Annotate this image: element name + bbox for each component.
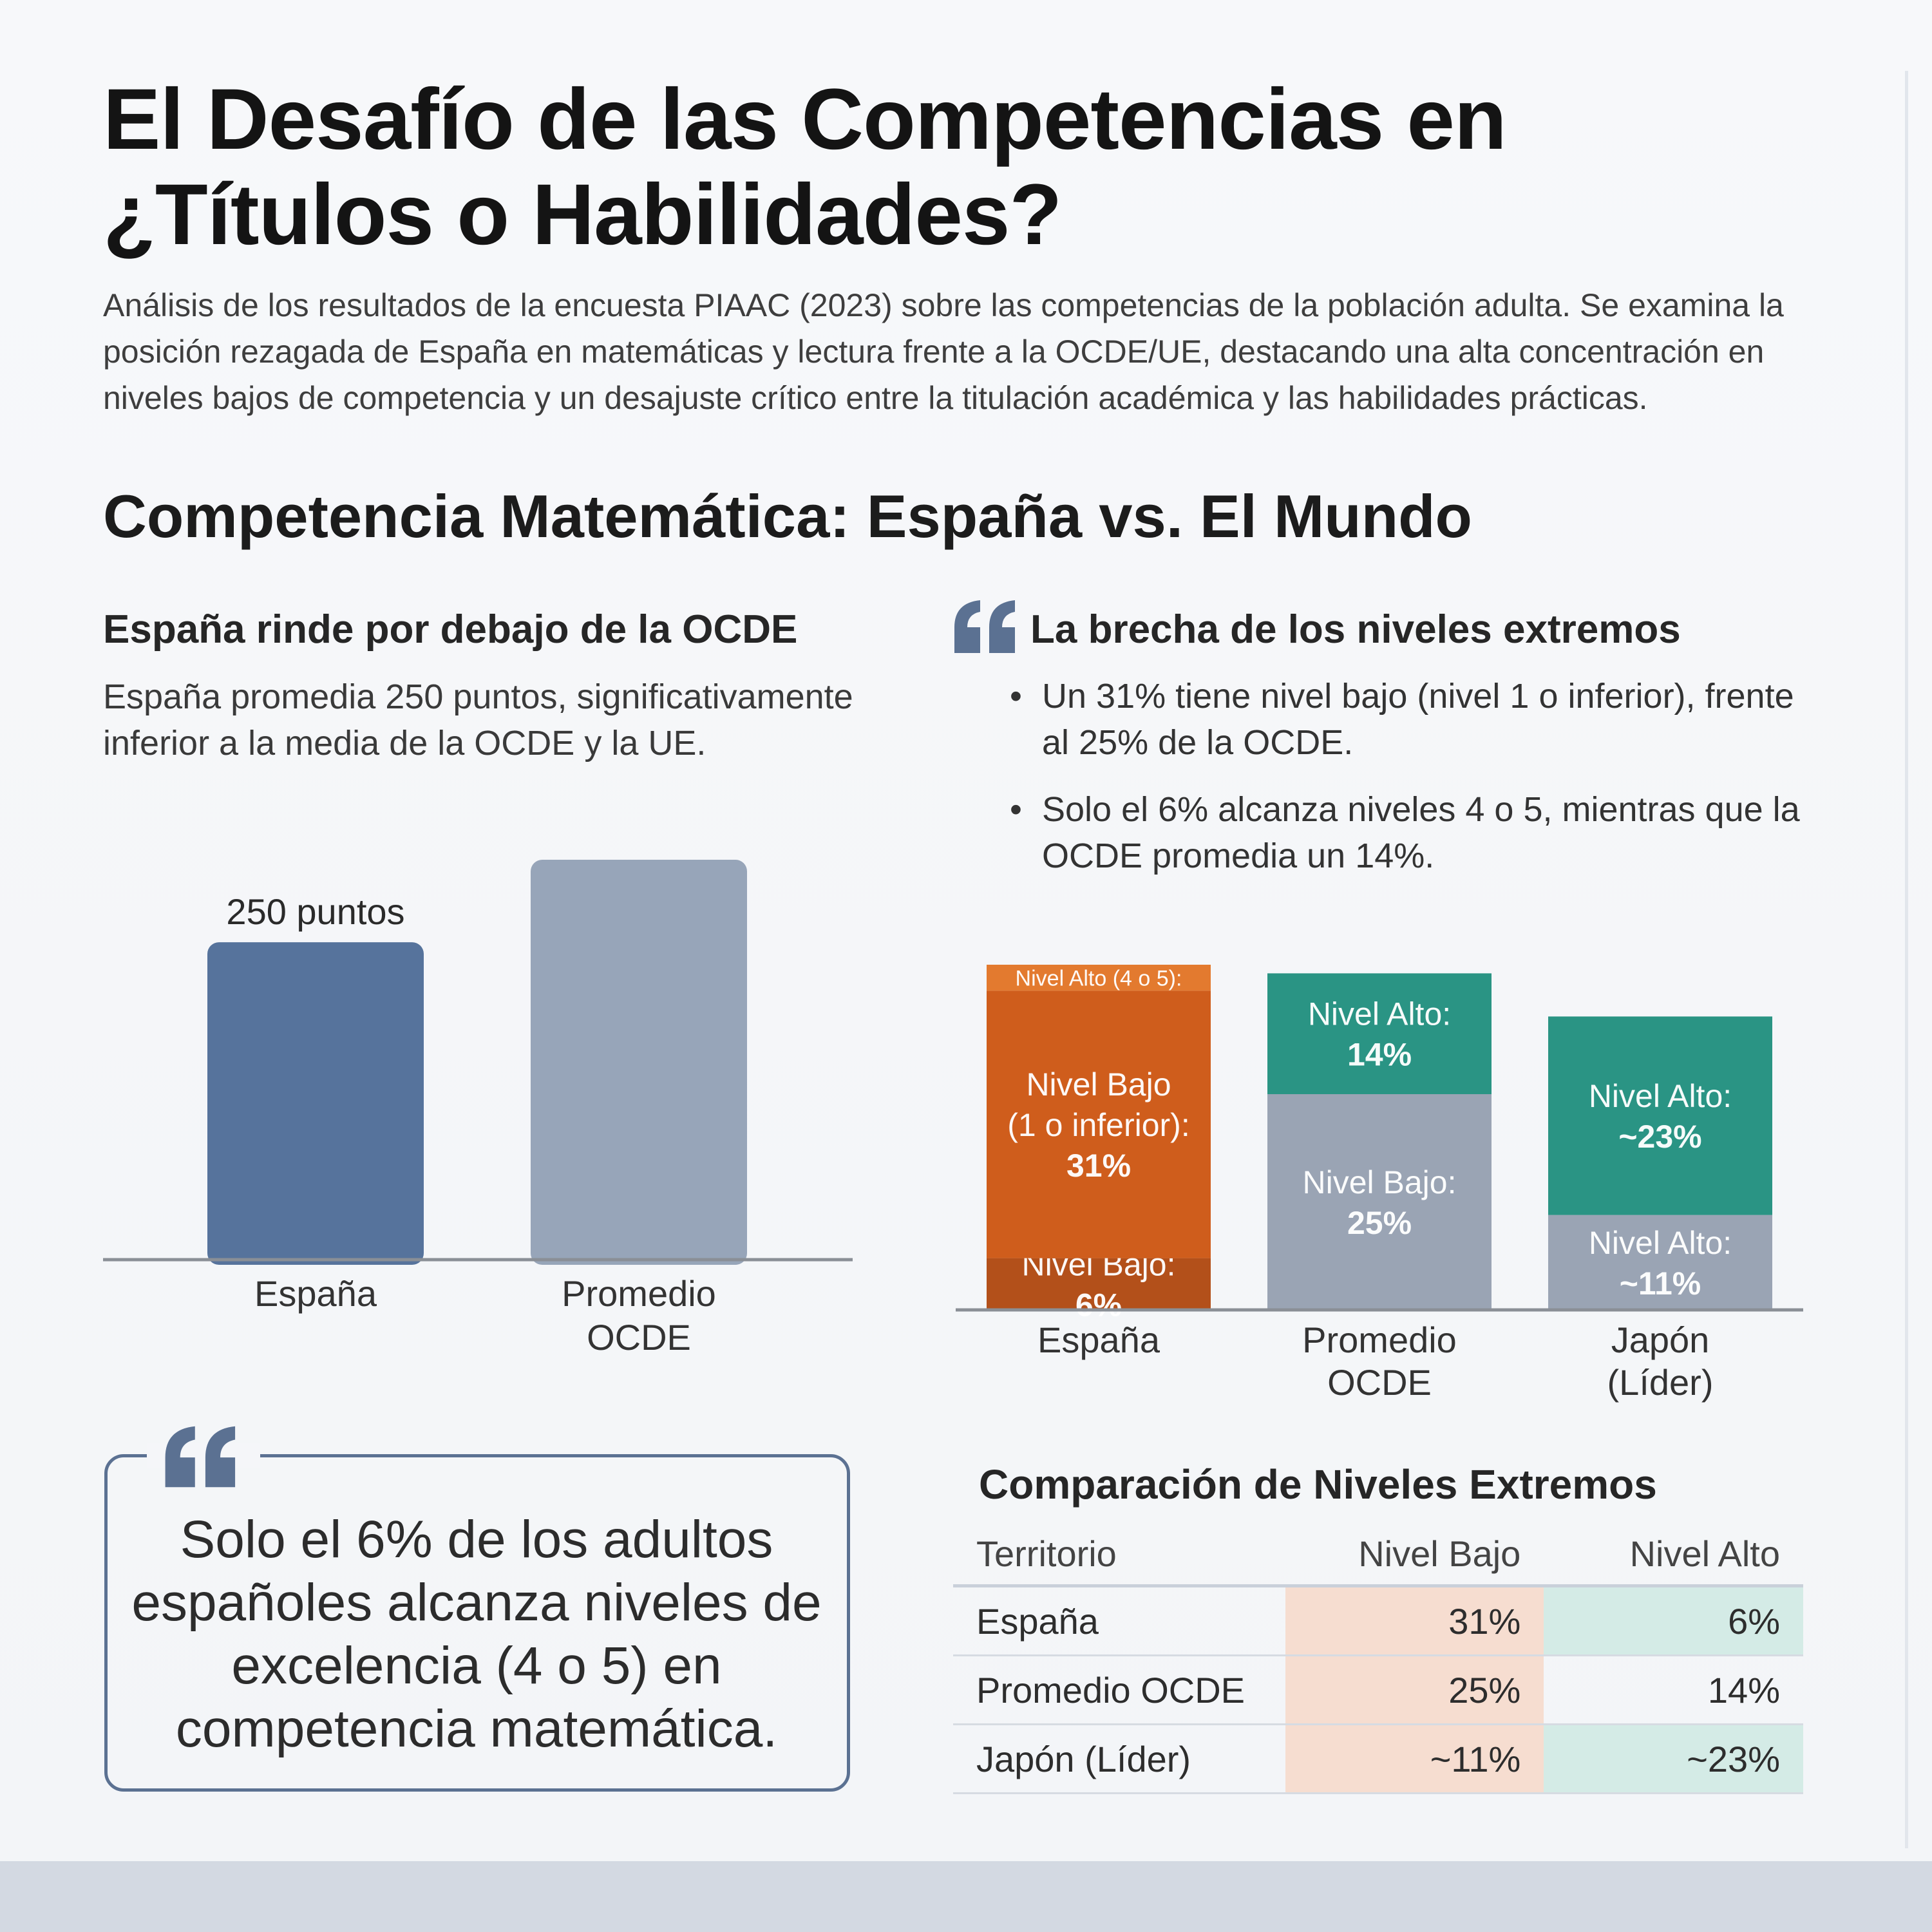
table-row: Japón (Líder) ~11% ~23% [953,1723,1803,1794]
page-subtitle: Análisis de los resultados de la encuest… [103,287,1784,416]
table-cell: Japón (Líder) [953,1723,1285,1794]
table-cell: 25% [1285,1654,1544,1725]
x-tick-label: Japón [1611,1320,1710,1360]
bullet-item: Un 31% tiene nivel bajo (nivel 1 o infer… [1005,673,1829,766]
segment-label: 6% [1075,1287,1122,1323]
stacked-segment [1548,1215,1772,1310]
table-row: España 31% 6% [953,1585,1803,1656]
x-tick-label: OCDE [587,1317,691,1358]
x-tick-label: (Líder) [1607,1362,1714,1403]
right-edge-divider [1905,71,1908,1848]
table-cell: ~23% [1544,1723,1803,1794]
segment-label: 14% [1347,1037,1412,1073]
section-title: Competencia Matemática: España vs. El Mu… [103,482,1472,550]
stacked-segment [1267,973,1492,1094]
table-header: Nivel Bajo [1358,1533,1521,1574]
extreme-levels-bullets: Un 31% tiene nivel bajo (nivel 1 o infer… [1005,673,1829,900]
page-title: El Desafío de las Competencias en ¿Títul… [103,72,1777,263]
table-cell: 31% [1285,1585,1544,1656]
stacked-segment [1548,1016,1772,1215]
table-row: Promedio OCDE 25% 14% [953,1654,1803,1725]
table-title: Comparación de Niveles Extremos [979,1461,1657,1508]
table-cell: Promedio OCDE [953,1654,1285,1725]
x-tick-label: Promedio [1302,1320,1457,1360]
title-line-2: ¿Títulos o Habilidades? [103,167,1062,263]
stacked-segment [1267,1094,1492,1310]
segment-label: Nivel Bajo: [1303,1164,1457,1200]
stacked-segment [987,990,1211,1258]
segment-label: Nivel Alto (4 o 5): [1016,966,1182,990]
x-tick-label: España [1037,1320,1160,1360]
quote-icon [954,600,1015,653]
segment-label: 31% [1066,1148,1131,1184]
table-header: Nivel Alto [1629,1533,1780,1574]
quote-text: Solo el 6% de los adultos españoles alca… [131,1510,822,1758]
bar [531,860,747,1265]
extreme-levels-stacked-chart: Nivel Bajo: 6% Nivel Bajo (1 o inferior): 31… [956,965,1803,1403]
segment-label: Nivel Bajo [1026,1066,1171,1103]
segment-label: Nivel Alto: [1308,996,1451,1032]
table-cell: España [953,1585,1285,1656]
x-tick-label: OCDE [1327,1362,1432,1403]
segment-label: Nivel Alto: [1589,1225,1732,1261]
table-cell: ~11% [1285,1723,1544,1794]
bullet-item: Solo el 6% alcanza niveles 4 o 5, mientr… [1005,786,1829,879]
bar-data-label: 250 puntos [226,891,404,932]
page-background [0,0,1932,1861]
quote-icon [165,1426,236,1488]
segment-label: ~11% [1620,1265,1701,1302]
left-card-text: España promedia 250 puntos, significativ… [103,677,853,762]
bar [207,942,424,1265]
x-tick-label: Promedio [562,1273,716,1314]
table-header-row: Territorio Nivel Bajo Nivel Alto [953,1522,1803,1586]
x-tick-label: España [254,1273,377,1314]
table-cell: 6% [1544,1585,1803,1656]
footer-band [0,1861,1932,1932]
right-card-title: La brecha de los niveles extremos [1030,607,1681,652]
comparison-table: Territorio Nivel Bajo Nivel Alto España … [953,1522,1803,1794]
segment-label: ~23% [1618,1119,1701,1155]
left-card-title: España rinde por debajo de la OCDE [103,607,798,652]
quote-box [104,1454,850,1792]
stacked-segment [987,1258,1211,1310]
segment-label: (1 o inferior): [1007,1107,1189,1143]
title-line-1: El Desafío de las Competencias en [103,71,1507,167]
segment-label: 25% [1347,1205,1412,1241]
table-header: Territorio [976,1533,1117,1574]
stacked-segment [987,965,1211,991]
table-cell: 14% [1544,1654,1803,1725]
segment-label: Nivel Alto: [1589,1078,1732,1114]
